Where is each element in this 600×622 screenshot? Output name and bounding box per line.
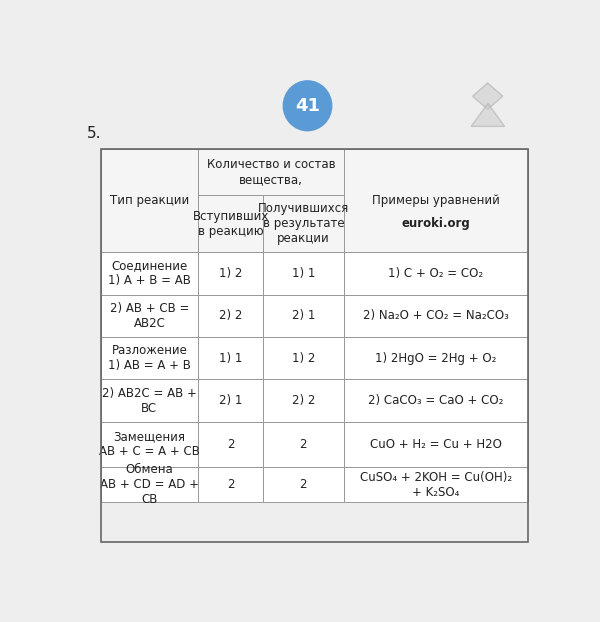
Polygon shape <box>471 103 505 126</box>
Bar <box>101 295 198 337</box>
Text: Получившихся
в результате
реакции: Получившихся в результате реакции <box>258 202 349 245</box>
Text: 1) 1: 1) 1 <box>292 267 315 280</box>
Text: 2) 2: 2) 2 <box>219 309 242 322</box>
Text: Количество и состав
вещества,: Количество и состав вещества, <box>206 158 335 186</box>
Bar <box>101 149 529 542</box>
Text: Разложение
1) AB = A + B: Разложение 1) AB = A + B <box>108 344 191 372</box>
Circle shape <box>283 81 332 131</box>
Text: 2: 2 <box>299 438 307 451</box>
Text: 1) 2: 1) 2 <box>219 267 242 280</box>
Bar <box>101 149 198 252</box>
Bar <box>198 195 263 252</box>
Text: 2: 2 <box>299 478 307 491</box>
Text: 5.: 5. <box>86 126 101 141</box>
Bar <box>344 422 529 467</box>
Bar <box>344 149 529 252</box>
Text: Вступивших
в реакцию: Вступивших в реакцию <box>193 210 269 238</box>
Bar <box>344 379 529 422</box>
Text: CuO + H₂ = Cu + H2O: CuO + H₂ = Cu + H2O <box>370 438 502 451</box>
Text: CuSO₄ + 2KOH = Cu(OH)₂
+ K₂SO₄: CuSO₄ + 2KOH = Cu(OH)₂ + K₂SO₄ <box>360 471 512 499</box>
Bar <box>101 467 198 503</box>
Text: 2) 1: 2) 1 <box>292 309 315 322</box>
Bar <box>263 252 344 295</box>
Text: Соединение
1) A + B = AB: Соединение 1) A + B = AB <box>108 259 191 287</box>
Text: 2) Na₂O + CO₂ = Na₂CO₃: 2) Na₂O + CO₂ = Na₂CO₃ <box>363 309 509 322</box>
Text: 1) 2: 1) 2 <box>292 351 315 364</box>
Text: 1) 1: 1) 1 <box>219 351 242 364</box>
Bar <box>263 295 344 337</box>
Bar <box>198 379 263 422</box>
Text: 2) AB2C = AB +
BC: 2) AB2C = AB + BC <box>102 387 197 415</box>
Text: 2) 2: 2) 2 <box>292 394 315 407</box>
Bar <box>101 337 198 379</box>
Text: 41: 41 <box>295 97 320 115</box>
Text: Примеры уравнений: Примеры уравнений <box>372 194 500 207</box>
Bar <box>101 379 198 422</box>
Text: euroki.org: euroki.org <box>170 285 370 420</box>
Bar <box>344 252 529 295</box>
Text: 2) AB + CB =
AB2C: 2) AB + CB = AB2C <box>110 302 189 330</box>
Bar <box>101 252 198 295</box>
Bar <box>198 422 263 467</box>
Bar <box>263 379 344 422</box>
Text: euroki.org: euroki.org <box>401 217 470 230</box>
Bar <box>263 467 344 503</box>
Bar <box>198 252 263 295</box>
Bar <box>344 337 529 379</box>
Text: Замещения
AB + C = A + CB: Замещения AB + C = A + CB <box>99 430 200 458</box>
Text: 2) CaCO₃ = CaO + CO₂: 2) CaCO₃ = CaO + CO₂ <box>368 394 503 407</box>
Bar <box>344 467 529 503</box>
Bar <box>198 149 344 195</box>
Bar <box>263 337 344 379</box>
Bar <box>198 337 263 379</box>
Bar <box>198 295 263 337</box>
Text: 1) C + O₂ = CO₂: 1) C + O₂ = CO₂ <box>388 267 484 280</box>
Bar <box>263 195 344 252</box>
Polygon shape <box>473 83 503 109</box>
Text: 2: 2 <box>227 478 235 491</box>
Bar <box>101 422 198 467</box>
Text: Обмена
AB + CD = AD +
CB: Обмена AB + CD = AD + CB <box>100 463 199 506</box>
Text: 2: 2 <box>227 438 235 451</box>
Text: 2) 1: 2) 1 <box>219 394 242 407</box>
Bar <box>344 295 529 337</box>
Bar <box>198 467 263 503</box>
Text: 1) 2HgO = 2Hg + O₂: 1) 2HgO = 2Hg + O₂ <box>375 351 497 364</box>
Bar <box>263 422 344 467</box>
Text: Тип реакции: Тип реакции <box>110 194 189 207</box>
